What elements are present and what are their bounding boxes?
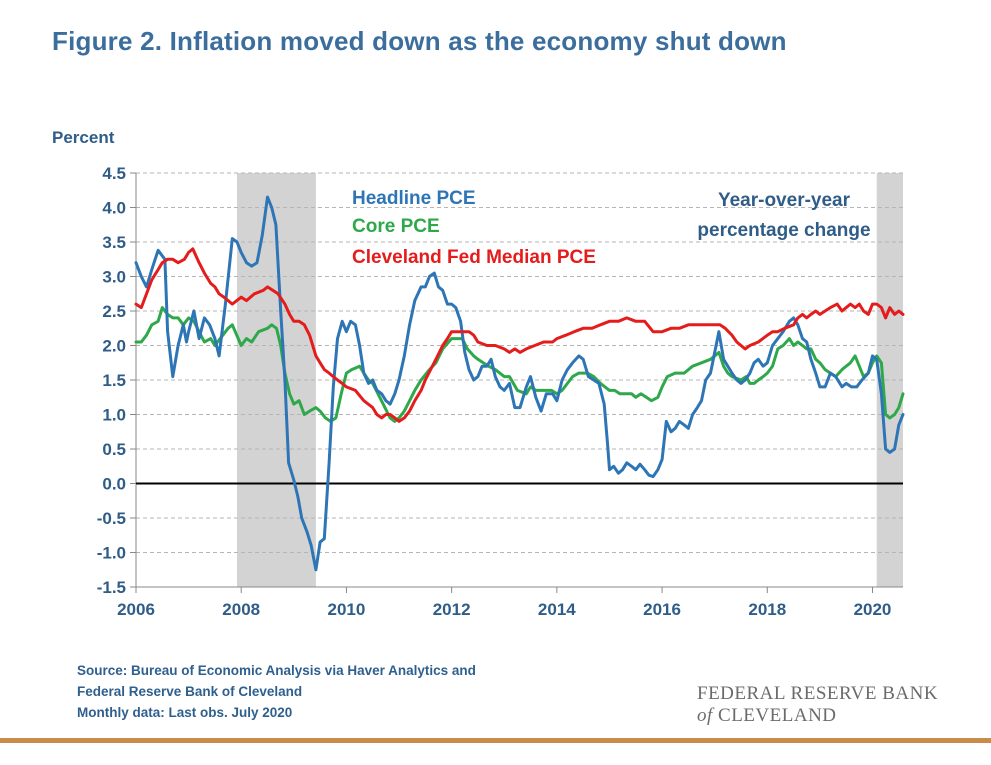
logo-line-2: of CLEVELAND: [697, 705, 938, 727]
series-group: [134, 195, 905, 572]
x-tick-label: 2014: [538, 600, 576, 619]
source-notes: Source: Bureau of Economic Analysis via …: [77, 660, 476, 723]
annotation-line-2: percentage change: [697, 220, 870, 241]
source-line-3: Monthly data: Last obs. July 2020: [77, 705, 293, 720]
x-tick-label: 2018: [748, 600, 786, 619]
y-tick-label: 3.0: [102, 268, 126, 287]
legend-entry-headline: Headline PCE: [352, 188, 476, 209]
y-tick-label: -0.5: [97, 509, 126, 528]
y-tick-label: 2.5: [102, 302, 126, 321]
series-line-median: [134, 247, 905, 423]
series-line-core: [134, 306, 905, 423]
y-tick-label: 0.5: [102, 440, 126, 459]
fed-cleveland-logo: FEDERAL RESERVE BANK of CLEVELAND: [697, 683, 938, 727]
logo-cleveland: CLEVELAND: [718, 705, 837, 726]
y-tick-label: -1.0: [97, 544, 126, 563]
source-line-2: Federal Reserve Bank of Cleveland: [77, 684, 303, 699]
legend-entry-core: Core PCE: [352, 216, 440, 237]
logo-line-1: FEDERAL RESERVE BANK: [697, 683, 939, 704]
y-tick-label: -1.5: [97, 578, 126, 597]
y-tick-label: 4.0: [102, 199, 126, 218]
legend-group: Headline PCE Core PCE Cleveland Fed Median…: [352, 188, 596, 268]
bottom-rule: [0, 738, 991, 743]
annotation-group: Year-over-year percentage change: [697, 190, 870, 241]
y-tick-label: 3.5: [102, 233, 126, 252]
legend-entry-median: Cleveland Fed Median PCE: [352, 247, 596, 268]
y-tick-label: 0.0: [102, 475, 126, 494]
y-tick-label: 1.0: [102, 406, 126, 425]
logo-of: of: [697, 705, 713, 726]
gridlines-group: [136, 172, 903, 553]
x-tick-label: 2012: [433, 600, 471, 619]
x-tick-label: 2020: [854, 600, 892, 619]
annotation-line-1: Year-over-year: [718, 190, 851, 211]
y-tick-label: 1.5: [102, 371, 126, 390]
x-tick-label: 2008: [222, 600, 260, 619]
chart-area: Percent -1.5 -1.0 -0.5 0.0 0.5 1.0 1.5 2.0 2.5 3.…: [52, 128, 905, 619]
y-tick-label: 2.0: [102, 337, 126, 356]
series-line-headline: [134, 195, 905, 572]
x-tick-label: 2006: [117, 600, 155, 619]
y-axis-label: Percent: [52, 128, 115, 147]
source-line-1: Source: Bureau of Economic Analysis via …: [77, 663, 476, 678]
x-tick-label: 2016: [643, 600, 681, 619]
axes-group: -1.5 -1.0 -0.5 0.0 0.5 1.0 1.5 2.0 2.5 3.0 3.5 4.0 4…: [97, 164, 903, 619]
figure-title: Figure 2. Inflation moved down as the ec…: [52, 26, 787, 56]
y-tick-label: 4.5: [102, 164, 126, 183]
x-tick-label: 2010: [328, 600, 366, 619]
